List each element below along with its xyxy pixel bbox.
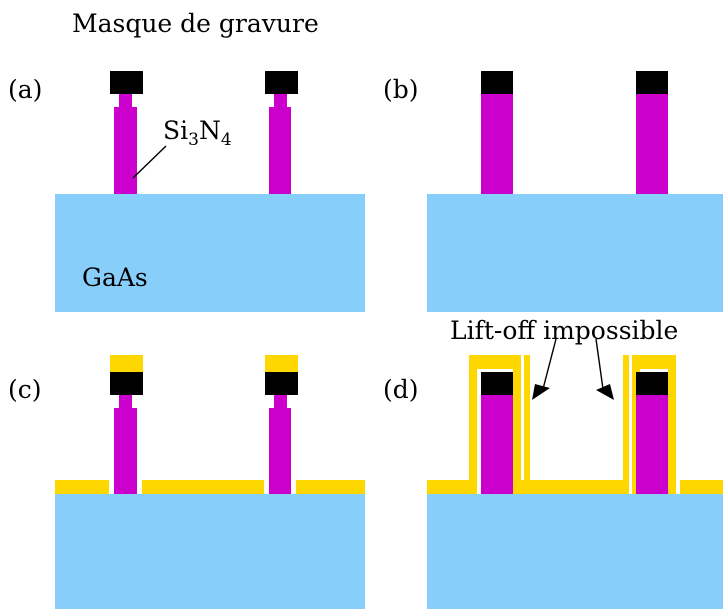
substrate-b [427,194,723,312]
panel-b: (b) [383,71,723,312]
nitride-label-n: N [199,116,221,145]
liftoff-label: Lift-off impossible [450,316,678,345]
metal-shell-d-right-outer-l [623,355,629,494]
metal-shell-d-left-outer-l [469,355,477,494]
nitride-pillar-b-right [636,93,668,194]
nitride-pillar-b-left [481,93,513,194]
etch-mask-b-left [481,71,513,94]
metal-film-c-1 [55,480,109,494]
substrate-c [55,494,365,609]
metal-shell-d-left-inner-r [513,355,521,494]
etch-mask-d-left [481,372,513,395]
substrate-d [427,494,723,609]
substrate-label: GaAs [82,263,148,292]
nitride-pillar-c-right [269,394,291,494]
etch-mask-c-right [265,372,298,395]
metal-shell-d-left-top [477,355,515,369]
nitride-pillar-c-left [114,394,137,494]
metal-shell-d-right-top [640,355,670,369]
nitride-pillar-d-left [481,395,513,494]
panel-label-b: (b) [383,75,419,104]
metal-shell-d-left-outer-r [524,355,530,494]
liftoff-arrow-line-right [595,338,604,390]
panel-a: (a) Masque de gravure Si3N4 GaAs [8,9,365,312]
panel-label-a: (a) [8,75,42,104]
nitride-label-si: Si [163,116,188,145]
metal-film-d-3 [680,480,723,494]
etch-mask-a-left [110,71,143,94]
panel-d: (d) Lift-off impossible [383,316,723,609]
etch-mask-b-right [636,71,668,94]
liftoff-arrowhead-right [596,384,614,400]
metal-film-d-1 [427,480,471,494]
liftoff-arrowhead-left [532,384,550,400]
panel-c: (c) [8,355,365,609]
panel-label-c: (c) [8,375,42,404]
metal-film-d-2 [516,480,628,494]
nitride-pillar-a-right [269,93,291,194]
panel-label-d: (d) [383,375,419,404]
nitride-label-sub4: 4 [221,130,232,150]
etch-mask-a-right [265,71,298,94]
nitride-pillar-d-right [636,395,668,494]
nitride-leader-line [132,145,167,179]
metal-shell-d-right-outer-r [668,355,676,494]
nitride-label: Si3N4 [163,116,232,150]
metal-film-c-2 [142,480,264,494]
mask-label: Masque de gravure [72,9,319,38]
substrate-a [55,194,365,312]
etch-mask-c-left [110,372,143,395]
nitride-pillar-a-left [114,93,137,194]
metal-film-c-3 [296,480,365,494]
nitride-label-sub3: 3 [188,130,199,150]
metal-cap-c-right [265,355,298,372]
metal-cap-c-left [110,355,143,372]
etch-mask-d-right [636,372,668,395]
liftoff-arrow-line-left [542,338,557,390]
